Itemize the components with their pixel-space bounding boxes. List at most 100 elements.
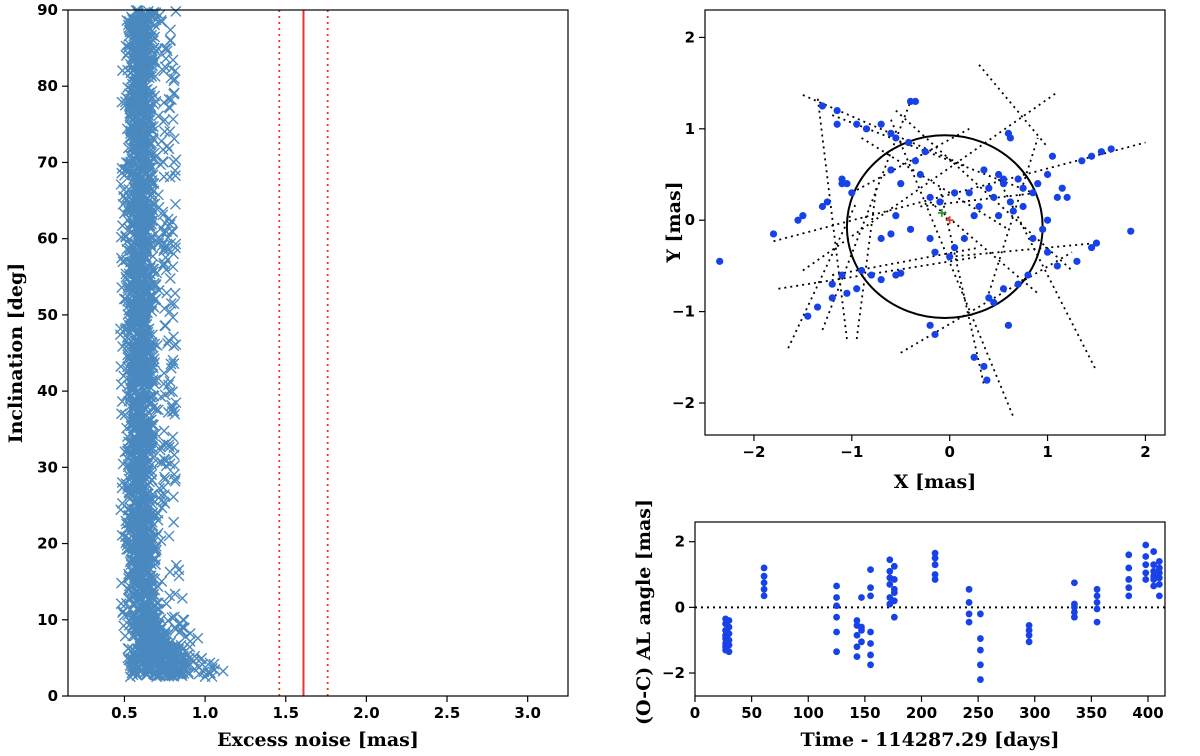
scatter-point — [165, 358, 177, 370]
residual-point — [976, 646, 984, 654]
scatter-point — [158, 425, 170, 437]
y-tick-label: 90 — [37, 1, 58, 19]
scan-line — [855, 188, 878, 340]
scatter-point — [135, 188, 147, 200]
xy-point — [892, 212, 900, 220]
scatter-point — [147, 121, 159, 133]
scatter-point — [135, 72, 147, 84]
scatter-point — [133, 604, 145, 616]
scatter-point — [122, 300, 134, 312]
y-tick-label: 80 — [37, 77, 58, 95]
y-tick-label: 0 — [685, 211, 695, 229]
xy-point — [833, 120, 841, 128]
scatter-point — [147, 607, 159, 619]
scatter-point — [167, 656, 179, 668]
residual-point — [976, 610, 984, 618]
scatter-point — [142, 625, 154, 637]
scatter-point — [146, 541, 158, 553]
scatter-point — [129, 503, 141, 515]
xy-point — [1043, 248, 1052, 256]
scatter-point — [178, 667, 190, 679]
left-reference-lines — [278, 10, 329, 696]
br-y-ticks: −2 0 2 — [662, 533, 695, 682]
scatter-point — [137, 158, 149, 170]
xy-point — [857, 266, 866, 275]
scatter-point — [131, 103, 143, 115]
xy-point — [1014, 175, 1022, 183]
residual-point — [1155, 574, 1163, 582]
scatter-point — [145, 32, 157, 44]
scatter-point — [136, 533, 148, 545]
scatter-point — [157, 209, 169, 221]
scatter-point — [141, 184, 153, 196]
residual-point — [1093, 599, 1101, 606]
xy-point — [716, 257, 724, 265]
scatter-point — [127, 656, 139, 668]
scatter-point — [169, 287, 181, 299]
scatter-point — [164, 376, 176, 388]
xy-point — [931, 330, 939, 339]
scatter-point — [167, 113, 179, 125]
residual-point — [1142, 541, 1150, 549]
scatter-point — [217, 665, 229, 677]
x-tick-label: 150 — [849, 704, 880, 722]
scatter-point — [148, 98, 160, 110]
scatter-point — [136, 289, 148, 301]
scan-line — [773, 141, 1146, 243]
scatter-point — [168, 87, 180, 99]
scatter-point — [150, 657, 162, 669]
scatter-point — [114, 329, 126, 341]
xy-point — [804, 312, 812, 320]
scan-lines — [773, 64, 1146, 418]
scatter-point — [149, 31, 161, 43]
scatter-point — [167, 261, 179, 273]
y-tick-label: −2 — [662, 664, 685, 682]
residual-point — [890, 589, 898, 596]
scatter-point — [137, 315, 149, 327]
xy-point — [970, 353, 978, 361]
residual-point — [1070, 613, 1078, 621]
residual-point — [833, 594, 840, 601]
xy-point — [1029, 234, 1037, 243]
scatter-point — [116, 96, 128, 108]
scatter-point — [164, 386, 176, 398]
scatter-point — [132, 495, 144, 507]
x-tick-label: 0.5 — [111, 704, 138, 722]
residual-point — [1155, 557, 1163, 565]
scatter-point — [157, 156, 169, 168]
scatter-point — [137, 35, 149, 47]
scatter-point — [134, 408, 146, 420]
xy-point — [799, 212, 807, 220]
residual-point — [1150, 582, 1158, 590]
scatter-point — [149, 90, 161, 102]
xy-point — [818, 202, 827, 211]
xy-point — [990, 193, 998, 201]
residual-point — [1125, 592, 1133, 600]
residual-point — [886, 556, 894, 564]
residual-point — [858, 594, 865, 601]
scatter-point — [139, 579, 151, 591]
xy-point — [1043, 216, 1052, 224]
residual-point — [867, 651, 874, 659]
scatter-point — [146, 603, 158, 615]
x-tick-label: 3.0 — [514, 704, 541, 722]
xy-point — [1053, 193, 1061, 201]
residual-point — [1093, 592, 1101, 600]
x-tick-label: 100 — [793, 704, 824, 722]
scatter-point — [153, 284, 165, 296]
residual-point — [833, 648, 840, 656]
xy-point — [1053, 262, 1061, 270]
residual-point — [833, 613, 840, 621]
xy-point — [1092, 239, 1101, 247]
y-tick-label: 20 — [37, 535, 58, 553]
scatter-point — [133, 403, 145, 415]
xy-point — [931, 248, 939, 256]
x-tick-label: −1 — [840, 443, 863, 461]
scatter-point — [166, 63, 178, 75]
scatter-point — [145, 184, 157, 195]
scan-line — [802, 91, 1058, 272]
xy-point — [904, 138, 913, 147]
scatter-point — [118, 293, 130, 305]
x-tick-label: 350 — [1076, 704, 1107, 722]
xy-point — [926, 234, 934, 243]
